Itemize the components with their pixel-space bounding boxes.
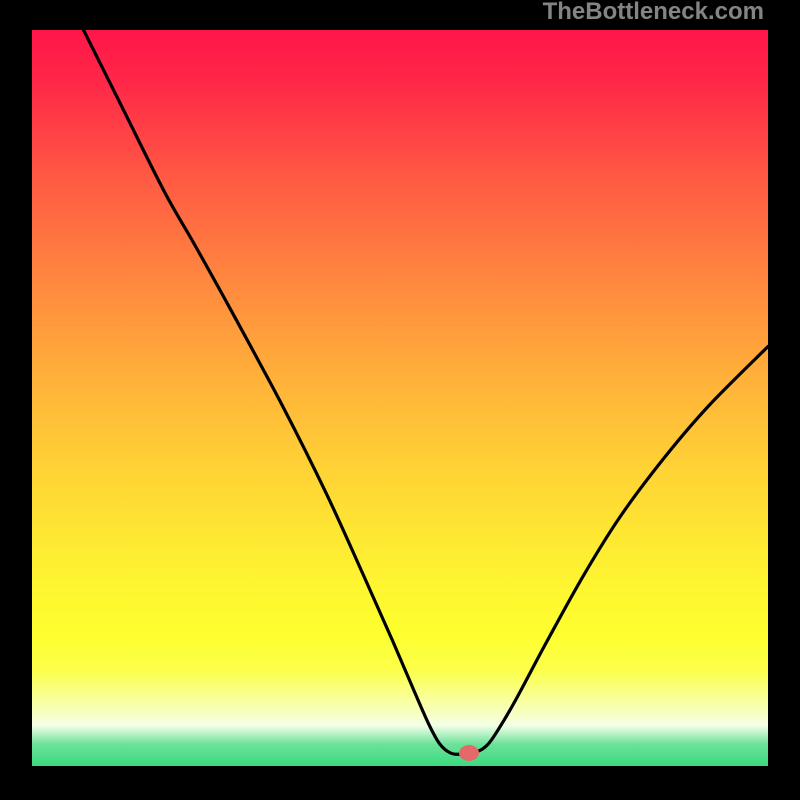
bottleneck-marker <box>459 745 479 761</box>
bottleneck-curve <box>84 30 768 754</box>
attribution-label: TheBottleneck.com <box>543 0 764 24</box>
plot-area <box>32 30 768 766</box>
chart-frame: TheBottleneck.com <box>0 0 800 800</box>
curve-layer <box>32 30 768 766</box>
